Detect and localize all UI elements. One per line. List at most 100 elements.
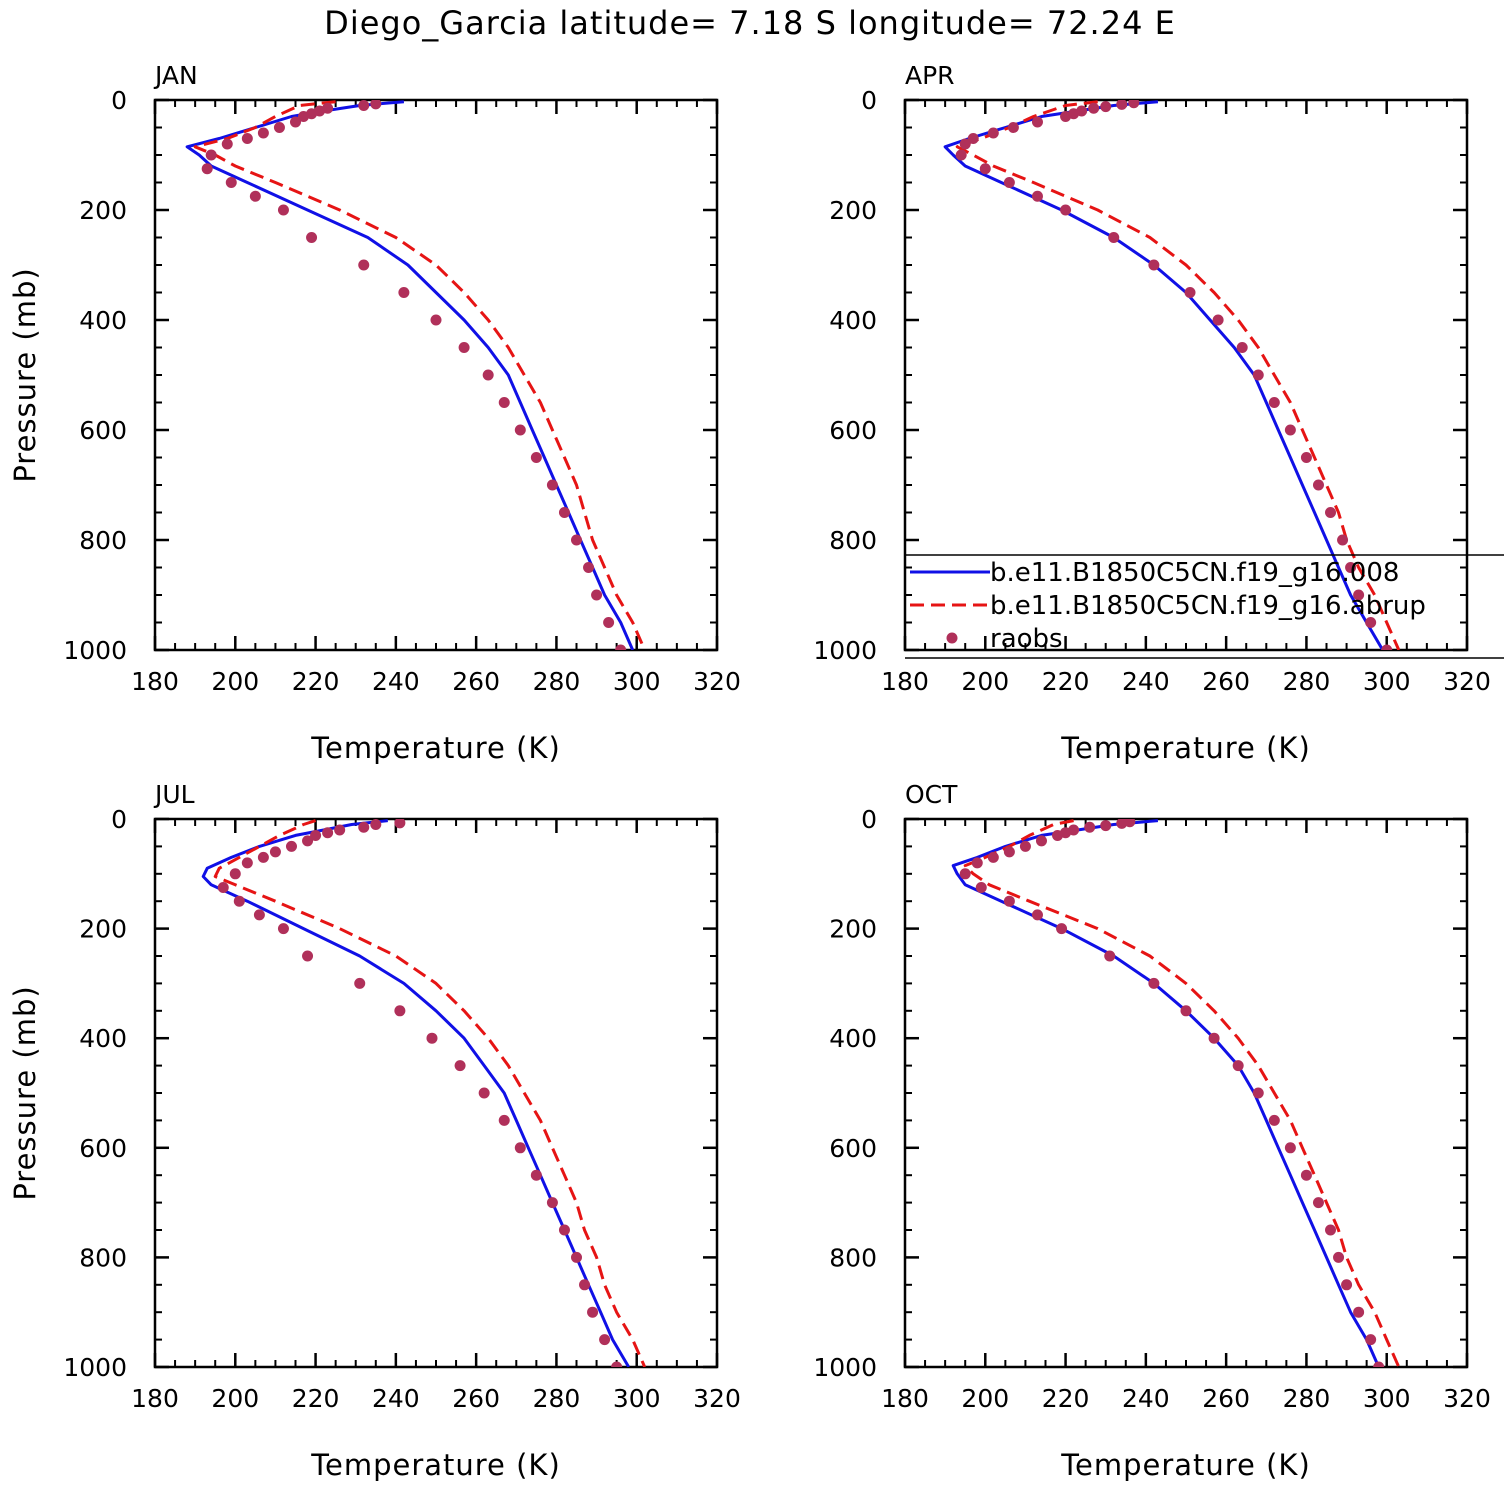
raobs-point [514, 1142, 526, 1154]
raobs-point [334, 824, 346, 836]
raobs-point [1060, 204, 1072, 216]
x-tick-label: 280 [533, 1384, 581, 1413]
raobs-point [959, 138, 971, 150]
raobs-point [217, 882, 229, 893]
raobs-point [426, 1032, 438, 1044]
raobs-point [955, 149, 967, 161]
raobs-point [249, 190, 261, 202]
raobs-point [530, 1169, 542, 1181]
series-group [951, 819, 1401, 1367]
raobs-point [1345, 562, 1357, 573]
legend: b.e11.B1850C5CN.f19_g16.008b.e11.B1850C5… [905, 554, 1504, 659]
raobs-point [1148, 259, 1160, 271]
panel-label: JAN [153, 61, 198, 90]
x-tick-label: 300 [613, 1384, 661, 1413]
raobs-point [354, 977, 366, 989]
x-tick-label: 220 [1042, 667, 1090, 696]
raobs-point [558, 507, 570, 518]
y-tick-label: 800 [79, 526, 127, 555]
raobs-point [1056, 923, 1068, 935]
panels-container: 180 200 220 240 260 280 300 320 0 200 400 600 800 100… [8, 61, 1491, 1482]
raobs-point [1108, 232, 1120, 243]
raobs-point [1212, 314, 1224, 326]
series-group [943, 100, 1401, 650]
raobs-point [1300, 1169, 1312, 1181]
y-tick-label: 1000 [63, 636, 127, 665]
series-line-abrup [193, 100, 647, 650]
raobs-point [558, 1224, 570, 1236]
raobs-point [1236, 342, 1248, 353]
raobs-point [1124, 819, 1136, 828]
raobs-point [201, 163, 213, 175]
y-tick-label: 200 [829, 196, 877, 225]
raobs-point [277, 923, 289, 935]
raobs-point [1003, 177, 1015, 188]
panel-jan: 180 200 220 240 260 280 300 320 0 200 400 600 800 100… [8, 61, 741, 765]
y-tick-label: 1000 [63, 1353, 127, 1382]
raobs-point [571, 1251, 582, 1263]
raobs-point [1381, 644, 1393, 650]
raobs-point [1365, 1334, 1377, 1346]
chart-title: Diego_Garcia latitude= 7.18 S longitude=… [324, 4, 1176, 42]
raobs-point [1116, 100, 1128, 110]
raobs-point [1337, 534, 1349, 546]
raobs-point [546, 479, 558, 491]
raobs-point [1084, 821, 1096, 833]
legend-swatch-raobs [946, 632, 958, 644]
raobs-point [1325, 1224, 1337, 1236]
raobs-point [1003, 846, 1015, 858]
raobs-point [579, 1279, 591, 1291]
raobs-point [1060, 111, 1072, 122]
x-axis-label: Temperature (K) [1060, 731, 1311, 765]
raobs-point [1088, 102, 1100, 114]
raobs-point [257, 127, 269, 139]
x-tick-label: 240 [1122, 1384, 1170, 1413]
raobs-point [1031, 190, 1043, 202]
raobs-point [546, 1197, 558, 1209]
series-line-abrup [213, 819, 647, 1367]
y-tick-label: 0 [861, 805, 877, 834]
raobs-point [1007, 122, 1019, 133]
raobs-point [971, 857, 983, 869]
raobs-point [603, 617, 615, 628]
raobs-point [482, 369, 494, 381]
y-tick-label: 400 [79, 306, 127, 335]
x-tick-label: 200 [961, 667, 1009, 696]
raobs-point [959, 868, 971, 880]
series-group [185, 100, 647, 650]
x-tick-label: 240 [1122, 667, 1170, 696]
x-tick-label: 260 [452, 1384, 500, 1413]
raobs-point [277, 204, 289, 216]
raobs-point [1035, 835, 1047, 847]
series-line-abrup [955, 100, 1401, 650]
y-tick-label: 600 [829, 416, 877, 445]
raobs-point [615, 644, 627, 650]
raobs-point [1184, 287, 1196, 298]
raobs-point [1353, 589, 1365, 601]
series-line-008 [201, 819, 630, 1367]
x-axis-label: Temperature (K) [310, 731, 561, 765]
raobs-point [1312, 1197, 1324, 1209]
raobs-point [358, 821, 370, 833]
y-tick-label: 800 [829, 526, 877, 555]
raobs-point [394, 1005, 406, 1017]
raobs-point [583, 562, 595, 573]
raobs-point [1019, 840, 1031, 852]
raobs-point [398, 287, 410, 298]
y-tick-label: 0 [111, 86, 127, 115]
x-tick-label: 240 [372, 667, 420, 696]
x-tick-label: 180 [131, 1384, 179, 1413]
raobs-point [571, 534, 582, 546]
x-tick-label: 200 [211, 1384, 259, 1413]
y-tick-label: 0 [111, 805, 127, 834]
x-tick-label: 220 [292, 667, 340, 696]
raobs-point [322, 827, 334, 839]
raobs-point [1031, 116, 1043, 128]
raobs-point [458, 342, 470, 353]
series-line-008 [185, 100, 635, 650]
raobs-point [1100, 101, 1112, 113]
raobs-point [1003, 895, 1015, 907]
raobs-point [241, 133, 253, 144]
y-tick-label: 600 [79, 1134, 127, 1163]
x-tick-label: 300 [1363, 667, 1411, 696]
